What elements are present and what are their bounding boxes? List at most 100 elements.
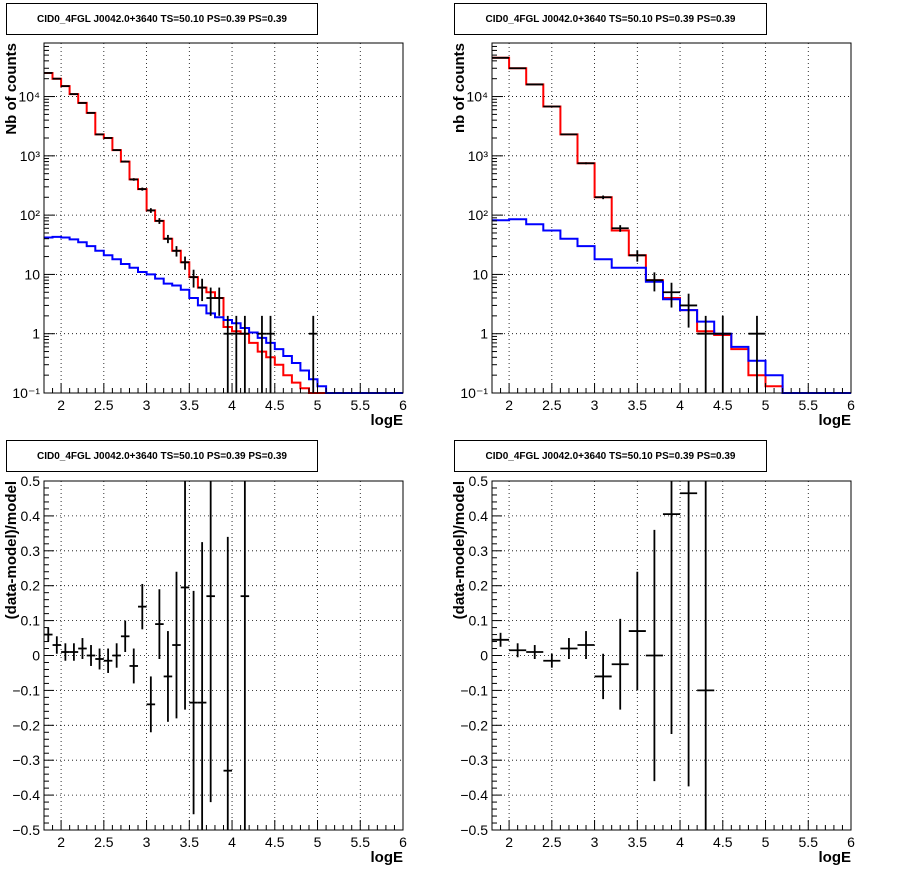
y-tick-label: −0.1	[12, 682, 40, 698]
residual-point	[492, 632, 510, 647]
data-point	[232, 315, 241, 393]
chart-panel-1: 2 2.5 3 3.5 4 4.5 5 5.5 6 10⁻¹ 1 10 10² 10³ 10⁴ logE Nb …	[3, 42, 407, 429]
data-point	[543, 105, 561, 108]
y-tick-label: 0.5	[469, 473, 489, 489]
x-axis-label: logE	[371, 412, 404, 429]
y-axis-label: nb of counts	[451, 43, 468, 133]
residual-point	[223, 536, 233, 830]
residual-point	[95, 648, 104, 670]
plot-frame	[43, 480, 404, 831]
y-tick-label: 0.1	[469, 613, 489, 629]
data-point	[129, 178, 139, 181]
x-tick-label: 2.5	[542, 397, 562, 413]
x-tick-label: 2.5	[94, 397, 114, 413]
x-axis-label: logE	[819, 412, 852, 429]
residual-point	[594, 653, 612, 700]
x-tick-label: 2.5	[542, 834, 562, 850]
residual-point	[78, 638, 87, 659]
data-point	[155, 218, 164, 224]
data-point	[120, 160, 130, 163]
residual-point	[189, 590, 198, 815]
chart-title: CID0_4FGL J0042.0+3640 TS=50.10 PS=0.39 …	[454, 3, 767, 35]
data-point	[146, 208, 156, 213]
y-tick-label: 0	[480, 648, 488, 664]
x-tick-label: 4	[228, 397, 236, 413]
x-tick-label: 5	[314, 397, 322, 413]
residual-point	[103, 648, 113, 673]
data-point	[112, 149, 121, 151]
data-point	[697, 315, 715, 393]
y-tick-label: −0.3	[12, 752, 40, 768]
x-tick-label: 3	[143, 397, 151, 413]
x-tick-label: 3.5	[180, 834, 200, 850]
y-tick-label: −0.5	[12, 822, 40, 838]
data-point	[560, 133, 578, 136]
x-tick-label: 2.5	[94, 834, 114, 850]
data-point	[197, 278, 207, 302]
data-point	[257, 315, 267, 393]
chart-title: CID0_4FGL J0042.0+3640 TS=50.10 PS=0.39 …	[6, 3, 318, 35]
x-tick-label: 5.5	[799, 834, 819, 850]
data-point	[78, 102, 87, 104]
residual-point	[680, 481, 698, 787]
y-tick-label: −0.3	[460, 752, 488, 768]
total-model-step-line	[492, 56, 851, 394]
plot-frame	[43, 42, 404, 394]
y-tick-label: −0.5	[460, 822, 488, 838]
residual-point	[526, 645, 544, 659]
y-tick-label: −0.4	[12, 787, 40, 803]
y-tick-label: 0.1	[21, 613, 41, 629]
residual-point	[543, 653, 561, 668]
y-tick-label: 10	[24, 266, 40, 282]
x-tick-label: 2	[57, 834, 65, 850]
data-point	[628, 250, 646, 262]
y-tick-label: 0.4	[469, 508, 489, 524]
data-point	[662, 282, 681, 308]
y-tick-label: 10	[472, 266, 488, 282]
residual-point	[611, 618, 629, 710]
x-tick-label: 4	[228, 834, 236, 850]
x-tick-label: 2	[57, 397, 65, 413]
y-tick-label: 10³	[20, 148, 41, 164]
data-point	[214, 287, 224, 316]
residual-point	[146, 676, 156, 733]
residual-point	[120, 620, 130, 653]
x-tick-label: 3.5	[628, 834, 648, 850]
y-tick-label: 10³	[468, 148, 489, 164]
data-point	[240, 315, 250, 393]
x-tick-label: 3.5	[180, 397, 200, 413]
data-point	[645, 272, 663, 292]
y-tick-label: 10⁴	[18, 89, 40, 105]
y-tick-label: 1	[480, 326, 488, 342]
data-point	[577, 162, 595, 165]
residual-point	[112, 643, 121, 668]
y-tick-label: −0.2	[12, 717, 40, 733]
data-point	[680, 293, 698, 328]
chart-panel-2: 2 2.5 3 3.5 4 4.5 5 5.5 6 10⁻¹ 1 10 10² 10³ 10⁴ logE nb …	[451, 42, 855, 429]
chart-title: CID0_4FGL J0042.0+3640 TS=50.10 PS=0.39 …	[6, 440, 318, 472]
x-tick-label: 5.5	[351, 397, 371, 413]
data-point	[103, 137, 113, 139]
residual-point	[180, 481, 190, 710]
x-tick-label: 2	[505, 834, 513, 850]
y-axis-label: (data-model)/model	[451, 481, 468, 619]
residual-point	[52, 636, 62, 654]
residual-point	[509, 643, 527, 658]
residual-point	[155, 589, 164, 659]
residual-point	[577, 631, 595, 659]
y-tick-label: 0.3	[469, 543, 489, 559]
residual-point	[662, 481, 681, 735]
y-tick-label: 10²	[468, 207, 489, 223]
x-tick-label: 5	[314, 834, 322, 850]
y-tick-label: 0.2	[469, 578, 489, 594]
y-tick-label: −0.4	[460, 787, 488, 803]
residual-point	[172, 571, 181, 719]
y-tick-label: 1	[32, 326, 40, 342]
y-tick-label: −0.1	[460, 682, 488, 698]
x-tick-label: 4.5	[265, 834, 285, 850]
residual-point	[61, 643, 70, 661]
data-point	[180, 256, 190, 270]
data-point	[95, 133, 104, 136]
y-tick-label: −0.2	[460, 717, 488, 733]
x-tick-label: 2	[505, 397, 513, 413]
